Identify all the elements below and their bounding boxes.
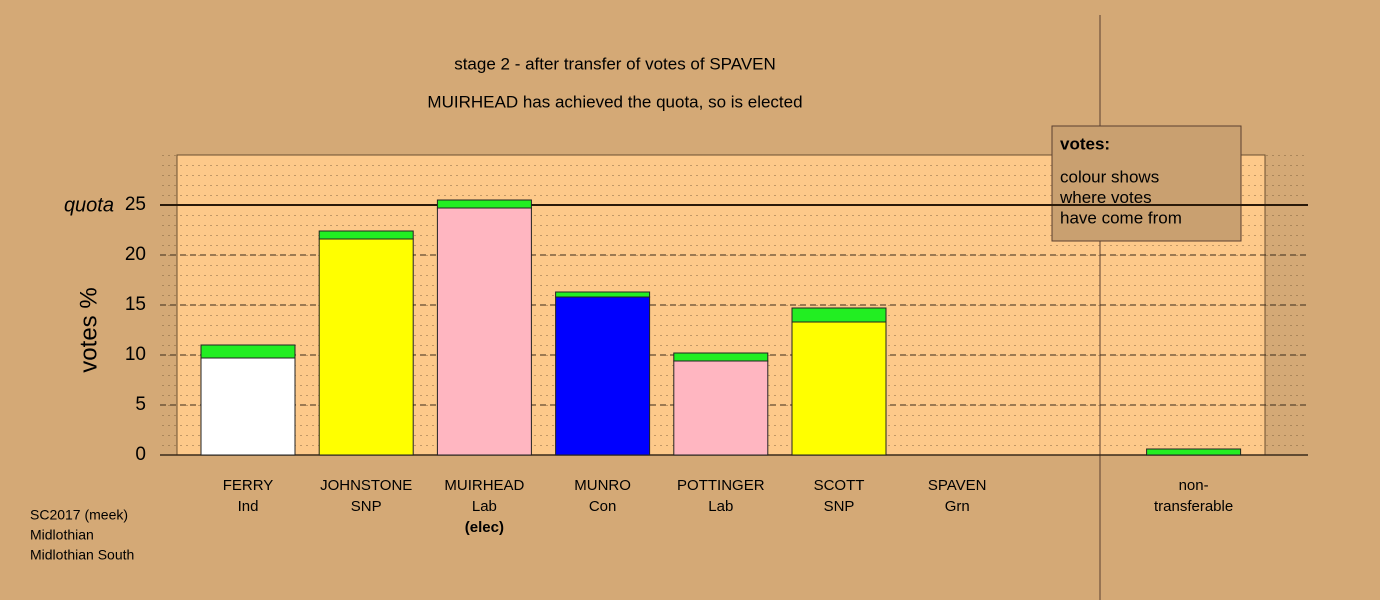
- legend-note: votes:: [1051, 125, 1242, 242]
- y-axis-label: votes %: [75, 287, 102, 372]
- x-tick-label: MUIRHEAD: [444, 477, 524, 494]
- y-tick-label: 10: [125, 344, 146, 365]
- x-tick-sublabel: SNP: [351, 498, 382, 515]
- legend-line: where votes: [1059, 188, 1152, 207]
- bar-segment: [436, 207, 532, 456]
- x-tick-sublabel: Grn: [945, 498, 970, 515]
- chart-title: stage 2 - after transfer of votes of SPA…: [454, 54, 776, 73]
- footer-text: Midlothian South: [30, 547, 134, 563]
- y-tick-label: 25: [125, 194, 146, 215]
- bar-segment: [318, 238, 414, 456]
- x-tick-label: FERRY: [223, 477, 274, 494]
- quota-label: quota: [64, 194, 114, 216]
- x-tick-label: non-: [1179, 477, 1209, 494]
- bar-segment: [791, 321, 887, 456]
- bar-segment: [673, 352, 769, 362]
- bar-segment: [555, 291, 651, 298]
- legend-line: colour shows: [1060, 167, 1159, 186]
- x-tick-label: MUNRO: [574, 477, 631, 494]
- x-tick-label: SCOTT: [814, 477, 865, 494]
- x-tick-label: SPAVEN: [928, 477, 987, 494]
- x-tick-sublabel: Lab: [472, 498, 497, 515]
- bar-segment: [1146, 448, 1242, 456]
- bar-segment: [200, 344, 296, 359]
- bar-segment: [318, 230, 414, 240]
- bar-segment: [673, 360, 769, 456]
- x-tick-sublabel: Lab: [708, 498, 733, 515]
- x-tick-sublabel: SNP: [824, 498, 855, 515]
- x-tick-sublabel: Con: [589, 498, 617, 515]
- bar-segment: [555, 296, 651, 456]
- x-tick-label: JOHNSTONE: [320, 477, 412, 494]
- chart-subtitle: MUIRHEAD has achieved the quota, so is e…: [427, 92, 802, 111]
- x-tick-label: POTTINGER: [677, 477, 765, 494]
- legend-title: votes:: [1060, 134, 1110, 153]
- y-tick-label: 15: [125, 294, 146, 315]
- legend-box: [1051, 125, 1242, 242]
- x-tick-sublabel: transferable: [1154, 498, 1233, 515]
- footer-text: Midlothian: [30, 527, 94, 543]
- x-tick-sublabel: Ind: [238, 498, 259, 515]
- bar-segment: [200, 357, 296, 456]
- footer-text: SC2017 (meek): [30, 507, 128, 523]
- elected-note: (elec): [465, 519, 504, 536]
- y-tick-label: 20: [125, 244, 146, 265]
- bar-segment: [791, 307, 887, 323]
- legend-line: have come from: [1060, 208, 1182, 227]
- y-tick-label: 5: [135, 394, 146, 415]
- bar-segment: [436, 199, 532, 209]
- y-tick-label: 0: [135, 444, 146, 465]
